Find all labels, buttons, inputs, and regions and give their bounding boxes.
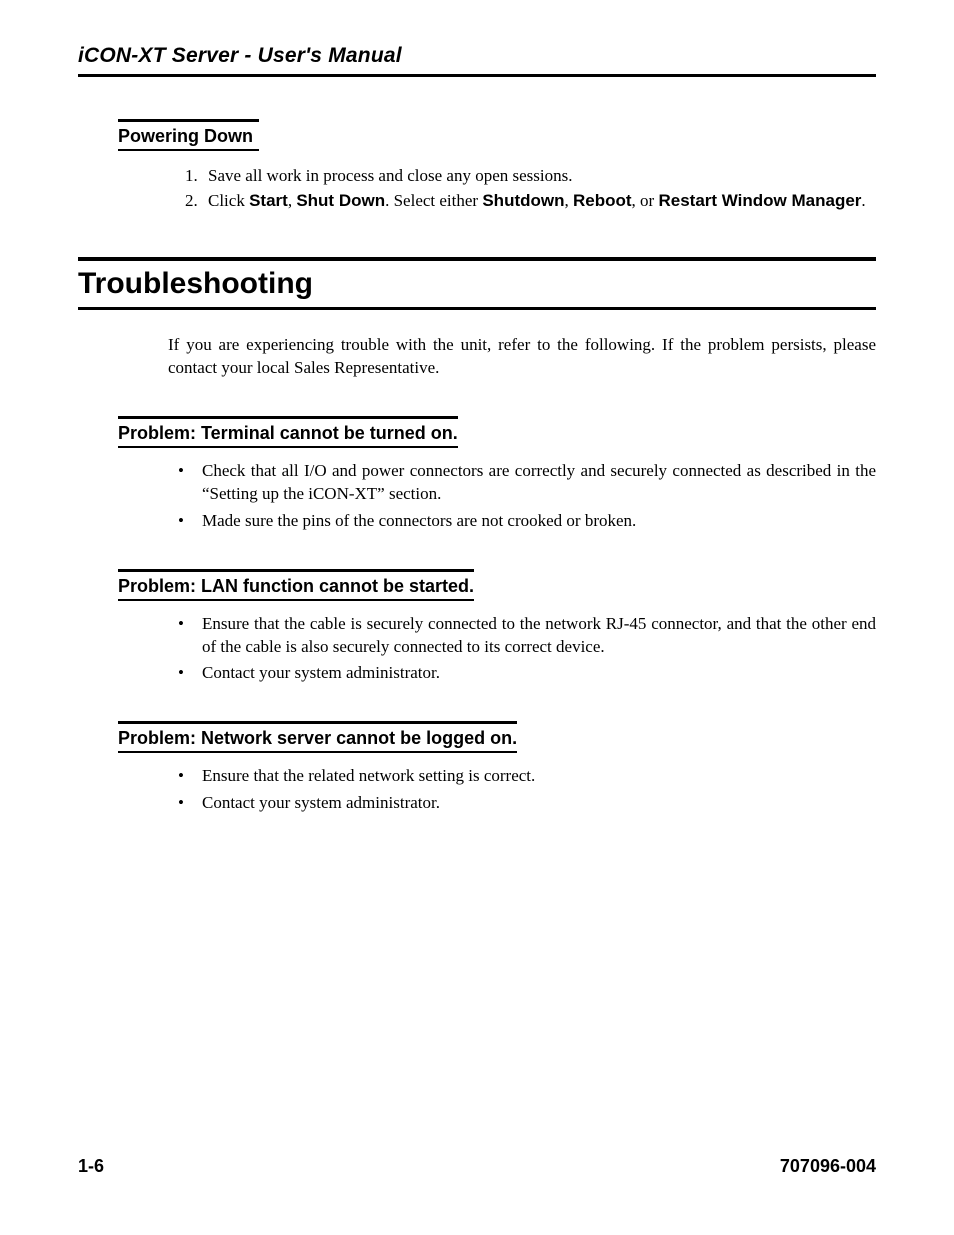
running-header: iCON-XT Server - User's Manual — [78, 44, 876, 72]
subhead-wrap: Problem: LAN function cannot be started. — [118, 569, 474, 601]
list-item: Contact your system administrator. — [178, 792, 876, 815]
subhead-top-rule — [118, 721, 517, 724]
subhead-top-rule — [118, 416, 458, 419]
bold-text: Shutdown — [482, 191, 564, 210]
bold-text: Restart Window Manager — [658, 191, 861, 210]
document-number: 707096-004 — [780, 1156, 876, 1177]
subhead-problem-lan: Problem: LAN function cannot be started. — [118, 576, 474, 601]
subhead-powering-down: Powering Down — [118, 126, 259, 151]
list-item: Made sure the pins of the connectors are… — [178, 510, 876, 533]
text: . Select either — [385, 191, 482, 210]
h1-troubleshooting-block: Troubleshooting — [78, 257, 876, 310]
subhead-wrap: Problem: Terminal cannot be turned on. — [118, 416, 458, 448]
text: . — [861, 191, 865, 210]
list-item: Check that all I/O and power connectors … — [178, 460, 876, 506]
page: iCON-XT Server - User's Manual Powering … — [0, 0, 954, 1235]
section-problem-network: Problem: Network server cannot be logged… — [118, 721, 876, 815]
subhead-problem-terminal: Problem: Terminal cannot be turned on. — [118, 423, 458, 448]
subhead-top-rule — [118, 569, 474, 572]
page-footer: 1-6 707096-004 — [78, 1156, 876, 1177]
bold-text: Shut Down — [296, 191, 385, 210]
text: , or — [632, 191, 659, 210]
problem1-list: Check that all I/O and power connectors … — [118, 460, 876, 533]
section-problem-lan: Problem: LAN function cannot be started.… — [118, 569, 876, 686]
h1-troubleshooting: Troubleshooting — [78, 267, 876, 305]
list-item: Ensure that the related network setting … — [178, 765, 876, 788]
problem2-list: Ensure that the cable is securely connec… — [118, 613, 876, 686]
h1-rule-top — [78, 257, 876, 261]
running-header-rule — [78, 74, 876, 77]
text: , — [565, 191, 574, 210]
subhead-wrap: Problem: Network server cannot be logged… — [118, 721, 517, 753]
section-powering-down: Powering Down Save all work in process a… — [118, 119, 876, 213]
bold-text: Reboot — [573, 191, 632, 210]
list-item: Contact your system administrator. — [178, 662, 876, 685]
list-item: Click Start, Shut Down. Select either Sh… — [202, 190, 876, 213]
troubleshooting-intro: If you are experiencing trouble with the… — [78, 334, 876, 380]
subhead-problem-network: Problem: Network server cannot be logged… — [118, 728, 517, 753]
text: Click — [208, 191, 249, 210]
h1-rule-bottom — [78, 307, 876, 310]
list-item: Save all work in process and close any o… — [202, 165, 876, 188]
problem3-list: Ensure that the related network setting … — [118, 765, 876, 815]
list-item: Ensure that the cable is securely connec… — [178, 613, 876, 659]
subhead-top-rule — [118, 119, 259, 122]
powering-down-list: Save all work in process and close any o… — [118, 165, 876, 213]
page-number: 1-6 — [78, 1156, 104, 1176]
subhead-wrap: Powering Down — [118, 119, 259, 151]
bold-text: Start — [249, 191, 288, 210]
section-problem-terminal: Problem: Terminal cannot be turned on. C… — [118, 416, 876, 533]
